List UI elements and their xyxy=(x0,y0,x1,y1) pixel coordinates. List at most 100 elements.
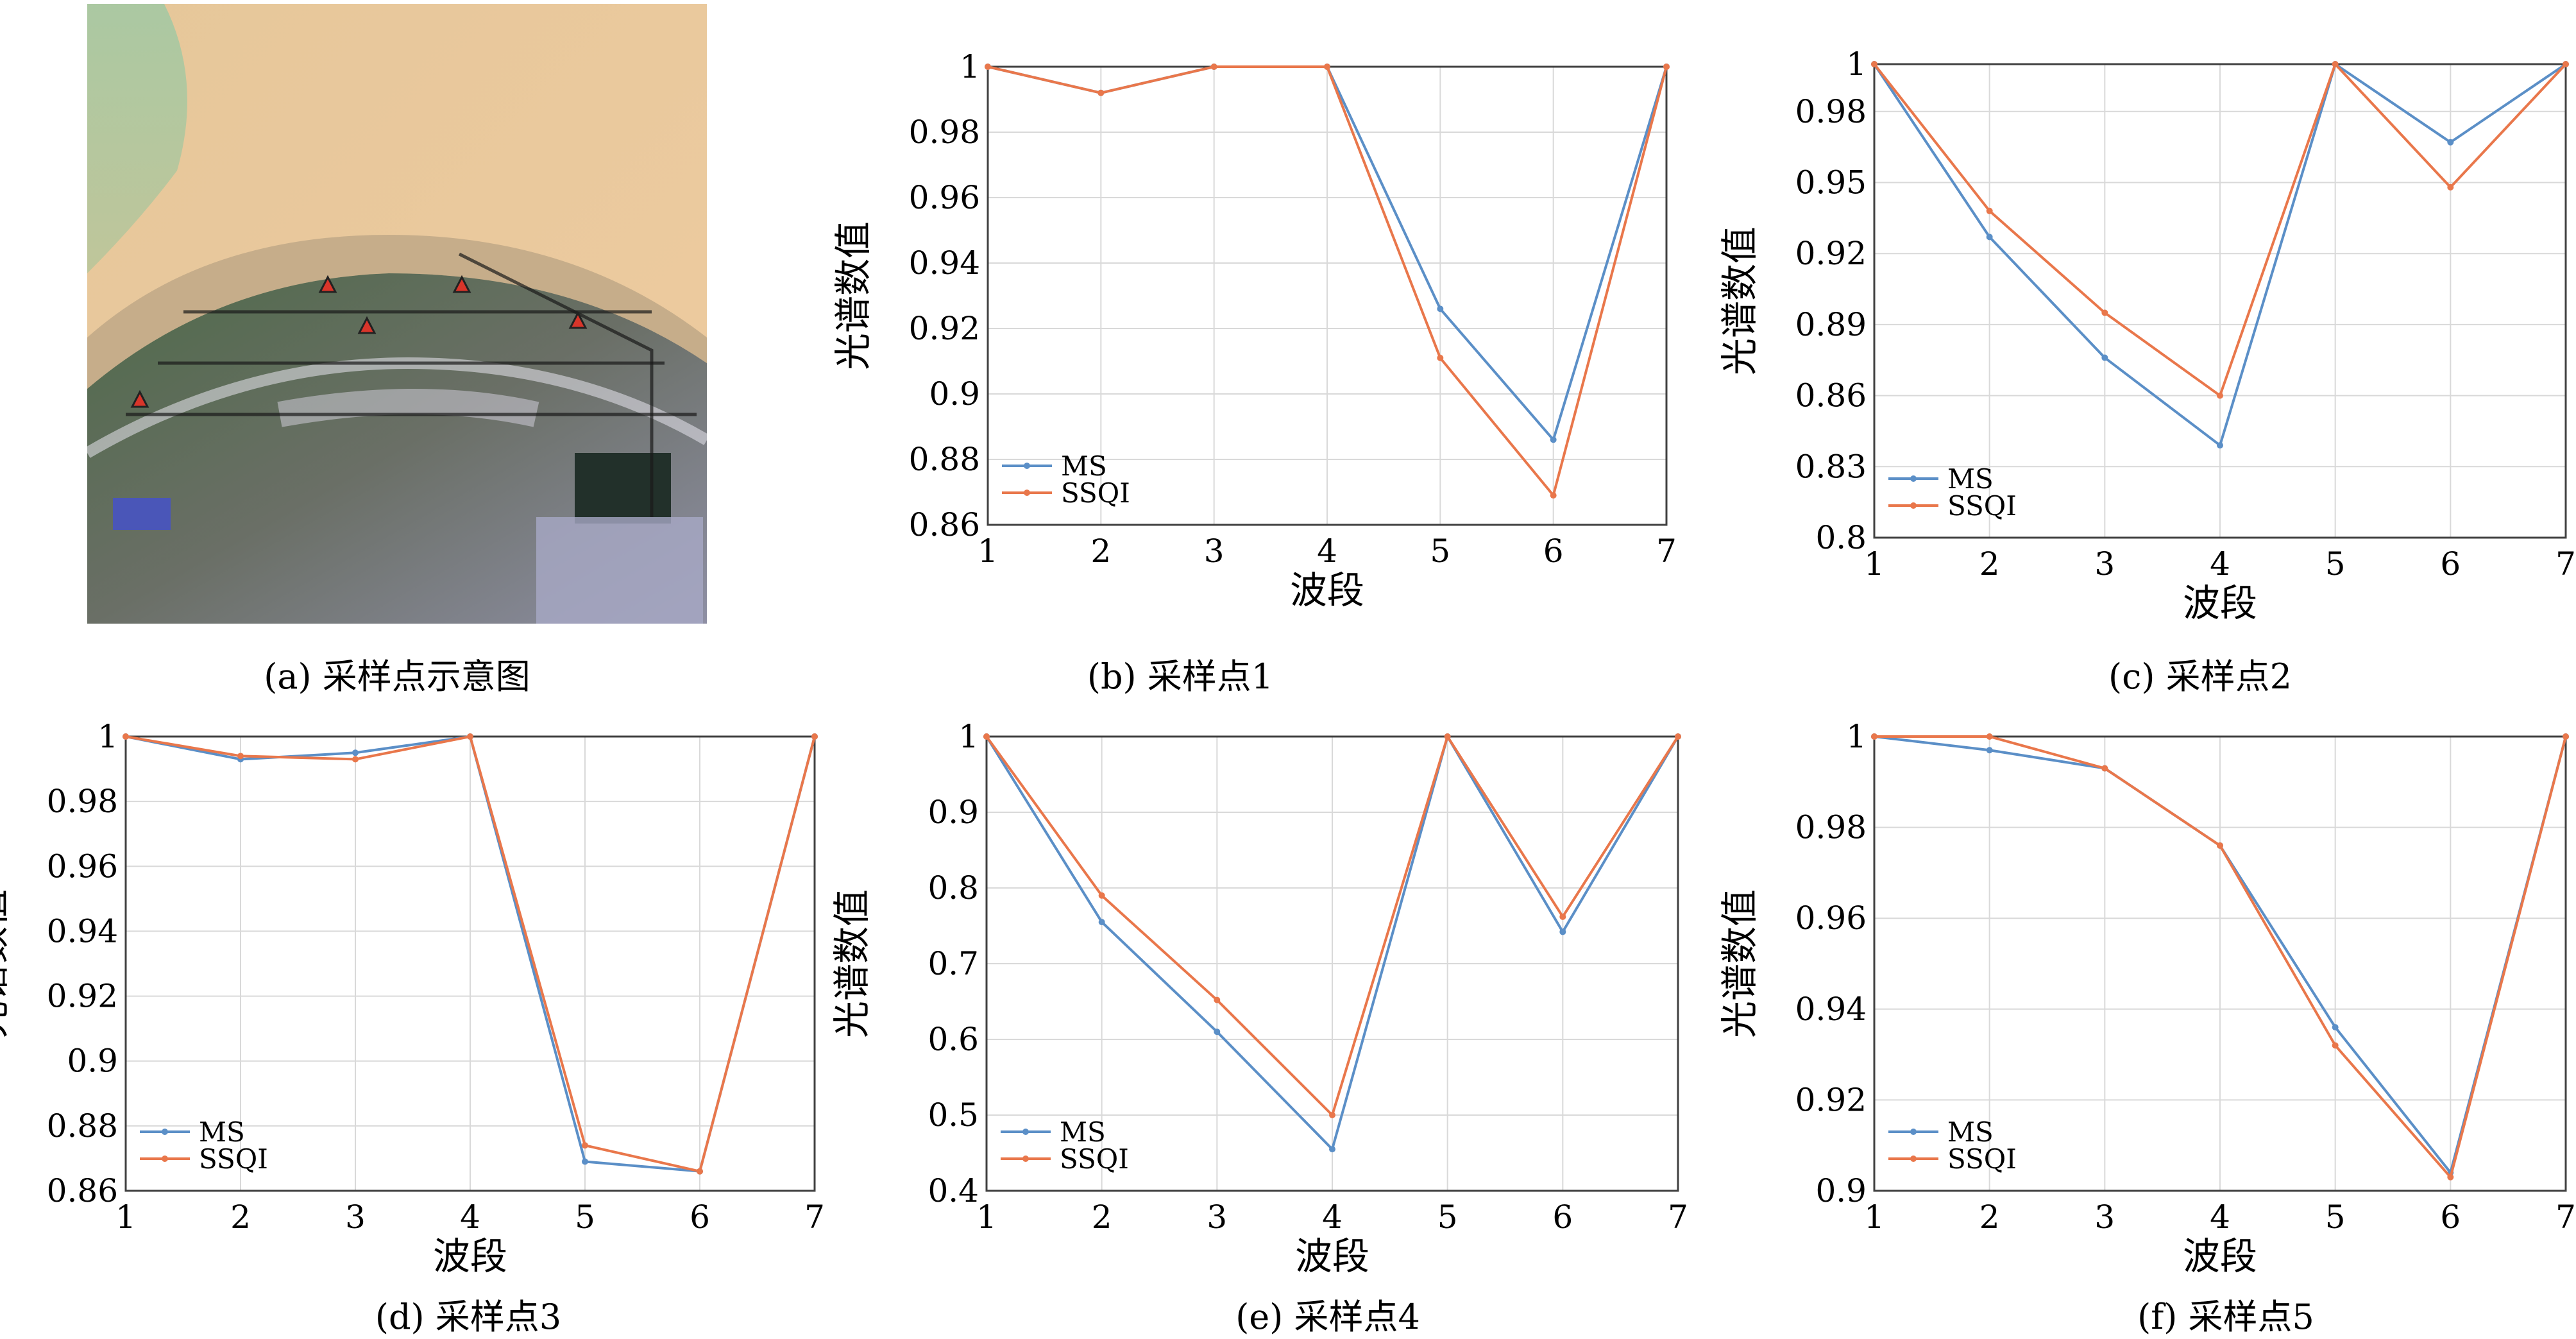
x-tick-label: 5 xyxy=(575,1198,595,1236)
data-point-ms xyxy=(2332,1024,2339,1031)
data-point-ms xyxy=(2217,442,2223,449)
legend-marker-ms xyxy=(1024,463,1030,469)
y-axis-label: 光谱数值 xyxy=(831,221,875,370)
data-point-ssqi xyxy=(1444,733,1451,740)
y-tick-label: 0.9 xyxy=(928,794,979,831)
data-point-ms xyxy=(2217,842,2223,849)
x-tick-label: 5 xyxy=(1437,1198,1458,1236)
x-tick-label: 7 xyxy=(1656,533,1677,570)
data-point-ssqi xyxy=(2101,309,2108,316)
x-tick-label: 3 xyxy=(1207,1198,1227,1236)
data-point-ssqi xyxy=(1559,913,1566,920)
data-point-ms xyxy=(467,733,473,740)
x-tick-label: 1 xyxy=(1864,545,1885,583)
x-tick-label: 4 xyxy=(1317,533,1337,570)
data-point-ssqi xyxy=(582,1142,588,1149)
x-tick-label: 1 xyxy=(978,533,998,570)
plot-frame xyxy=(1873,63,2567,539)
data-point-ms xyxy=(697,1168,703,1175)
legend-label-ms: MS xyxy=(1947,463,1994,495)
data-point-ssqi xyxy=(1986,733,1993,740)
y-tick-label: 0.9 xyxy=(929,375,980,413)
plot-frame xyxy=(124,735,816,1192)
data-point-ms xyxy=(1444,733,1451,740)
data-point-ms xyxy=(1214,1028,1221,1036)
y-tick-label: 1 xyxy=(1846,46,1867,83)
sampling-map-image xyxy=(87,4,707,624)
sample-point-marker xyxy=(452,275,471,293)
x-tick-label: 1 xyxy=(1864,1198,1885,1236)
data-point-ssqi xyxy=(1437,354,1444,361)
chart-panel-c: 1 2 3 4 5 6 7 0.8 0.83 0.86 0.89 0.92 0.95 0.98 1 波段 光谱数… xyxy=(1718,46,2576,625)
series-line-ms xyxy=(1874,735,2567,1176)
legend-marker-ms xyxy=(1910,475,1917,482)
data-point-ssqi xyxy=(1329,1112,1335,1118)
data-point-ssqi xyxy=(352,756,359,763)
data-point-ms xyxy=(1871,733,1877,740)
legend-label-ms: MS xyxy=(1060,1116,1106,1148)
legend-label-ms: MS xyxy=(199,1116,245,1148)
legend-label-ms: MS xyxy=(1947,1116,1994,1148)
y-tick-label: 0.83 xyxy=(1795,448,1867,485)
data-point-ms xyxy=(1663,64,1670,70)
plot-frame xyxy=(987,65,1668,526)
data-point-ms xyxy=(1324,64,1330,70)
y-tick-label: 0.94 xyxy=(1795,991,1867,1028)
y-tick-label: 0.96 xyxy=(47,848,118,885)
data-point-ssqi xyxy=(2563,733,2569,740)
series-line-ms xyxy=(125,735,816,1173)
legend-label-ssqi: SSQI xyxy=(1947,490,2017,522)
series-line-ms xyxy=(987,65,1668,443)
data-point-ssqi xyxy=(1871,733,1877,740)
data-point-ms xyxy=(1550,436,1557,443)
x-tick-label: 2 xyxy=(1979,545,2000,583)
data-point-ssqi xyxy=(697,1168,703,1175)
series-line-ssqi xyxy=(987,65,1668,499)
y-tick-label: 0.9 xyxy=(67,1043,118,1080)
data-point-ssqi xyxy=(1214,996,1221,1003)
y-tick-label: 0.95 xyxy=(1795,164,1867,201)
series-line-ssqi xyxy=(985,733,1679,1118)
y-tick-label: 0.94 xyxy=(909,244,980,282)
legend-marker-ms xyxy=(1022,1129,1029,1135)
y-tick-label: 0.98 xyxy=(1795,809,1867,846)
x-tick-label: 2 xyxy=(1092,1198,1112,1236)
caption-d: (d) 采样点3 xyxy=(375,1297,562,1337)
data-point-ms xyxy=(2563,733,2569,740)
data-point-ssqi xyxy=(2332,1042,2339,1049)
y-tick-label: 0.6 xyxy=(928,1021,979,1058)
y-axis-label: 光谱数值 xyxy=(1718,889,1761,1038)
y-tick-label: 0.9 xyxy=(1815,1172,1867,1209)
y-tick-label: 0.86 xyxy=(909,506,980,543)
x-tick-label: 5 xyxy=(2325,1198,2346,1236)
legend-label-ssqi: SSQI xyxy=(1061,477,1130,509)
legend-label-ssqi: SSQI xyxy=(1947,1143,2017,1175)
data-point-ssqi xyxy=(1663,64,1670,70)
data-point-ms xyxy=(1675,733,1681,740)
legend-marker-ssqi xyxy=(1024,490,1030,496)
data-point-ms xyxy=(811,733,818,740)
x-tick-label: 2 xyxy=(1979,1198,2000,1236)
data-point-ssqi xyxy=(2217,392,2223,399)
data-point-ms xyxy=(1097,89,1105,96)
x-tick-label: 6 xyxy=(690,1198,710,1236)
x-tick-label: 7 xyxy=(1668,1198,1688,1236)
x-axis-label: 波段 xyxy=(1290,568,1364,612)
legend-marker-ssqi xyxy=(162,1156,168,1162)
y-axis-label: 光谱数值 xyxy=(1718,226,1761,375)
y-tick-label: 0.98 xyxy=(1795,93,1867,130)
data-point-ssqi xyxy=(1210,64,1217,70)
caption-a: (a) 采样点示意图 xyxy=(264,656,530,697)
data-point-ssqi xyxy=(811,733,818,740)
chart-panel-d: 1 2 3 4 5 6 7 0.86 0.88 0.9 0.92 0.94 0.96 0.98 1 波段 光谱数… xyxy=(0,718,825,1278)
y-tick-label: 1 xyxy=(97,718,118,755)
data-point-ms xyxy=(123,733,129,740)
data-point-ssqi xyxy=(237,753,244,760)
data-point-ms xyxy=(352,749,359,756)
y-tick-label: 0.94 xyxy=(47,912,118,950)
series-line-ssqi xyxy=(1874,735,2567,1180)
data-point-ms xyxy=(1329,1146,1335,1153)
legend-marker-ssqi xyxy=(1022,1156,1029,1162)
